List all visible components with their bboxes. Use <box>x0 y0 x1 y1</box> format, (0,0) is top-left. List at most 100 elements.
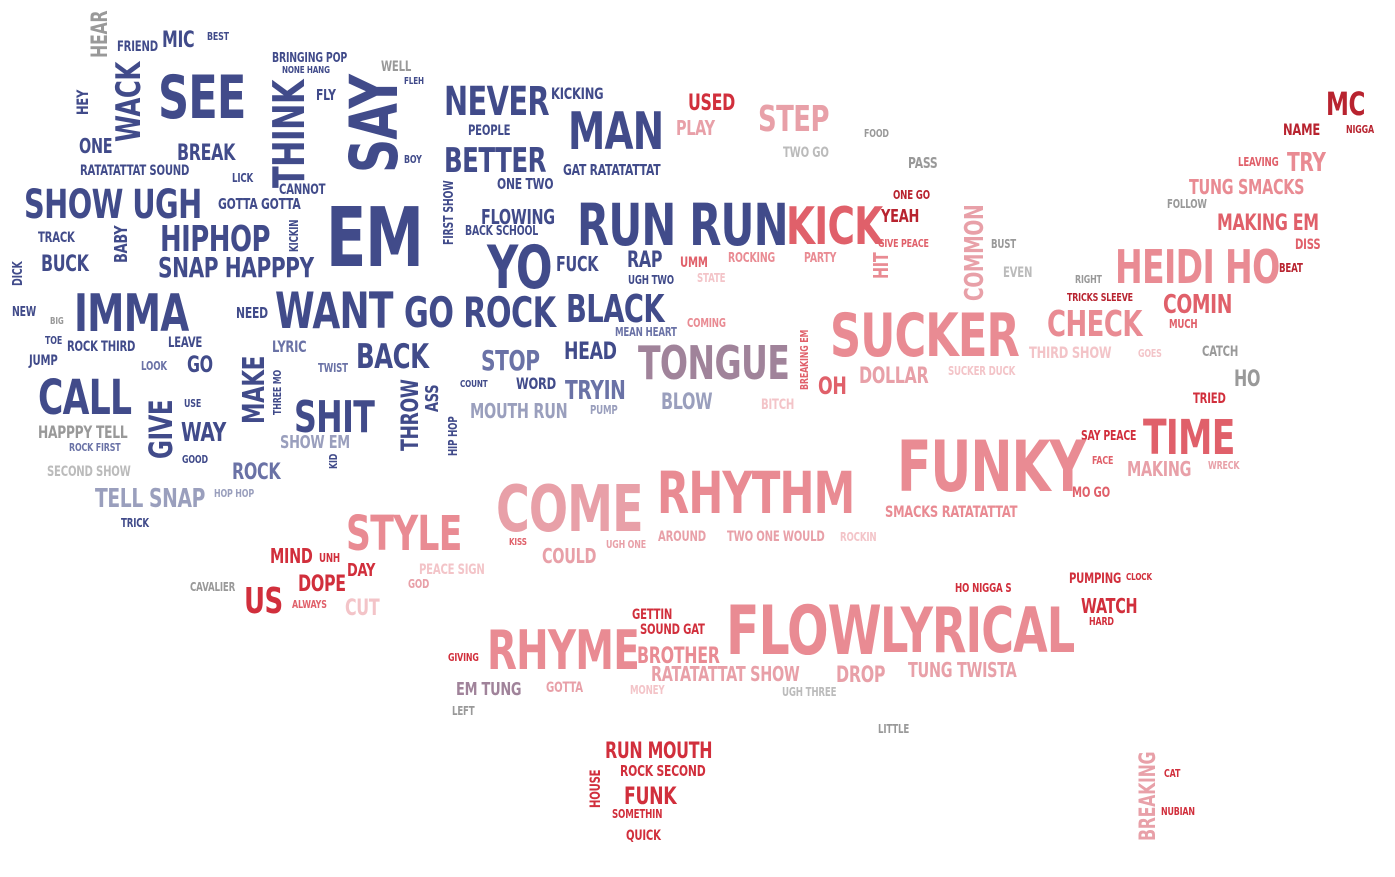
word: RATATATTAT SOUND <box>80 163 190 179</box>
word: THREE MO <box>271 370 284 416</box>
word: WELL <box>381 59 412 75</box>
word: HIP HOP <box>446 416 460 456</box>
word: SMACKS RATATATTAT <box>885 502 1018 521</box>
word: HEAD <box>564 337 617 365</box>
word: QUICK <box>626 828 661 844</box>
word: DOLLAR <box>859 364 929 389</box>
word: FLY <box>316 86 336 104</box>
word: FUCK <box>556 252 599 276</box>
word: MAKING <box>1127 457 1192 481</box>
word: UGH THREE <box>782 685 837 699</box>
word: GOD <box>408 577 430 591</box>
word: MAKE <box>237 355 272 424</box>
word: GOES <box>1138 347 1162 360</box>
word: SOMETHIN <box>612 807 663 821</box>
word: HEAR <box>88 10 113 58</box>
word: FOLLOW <box>1167 197 1207 211</box>
word: KISS <box>509 537 527 548</box>
word: PLAY <box>676 116 715 140</box>
word: YEAH <box>881 206 920 227</box>
word: UGH ONE <box>606 538 646 551</box>
word: EM <box>326 191 424 286</box>
word: RUN RUN <box>577 191 789 259</box>
word: ROCK <box>232 460 281 485</box>
word: ONE <box>79 134 113 158</box>
word: MC <box>1326 85 1365 123</box>
word: ROCK SECOND <box>620 762 706 780</box>
word: NAME <box>1283 120 1320 139</box>
word: STATE <box>697 271 726 285</box>
word: FOOD <box>864 127 889 140</box>
word: COMING <box>687 316 726 330</box>
word: BLACK <box>566 287 665 331</box>
word: CAT <box>1164 767 1181 780</box>
word: BRINGING POP <box>272 51 348 66</box>
word: TONGUE <box>638 336 790 390</box>
word: BREAK <box>177 141 236 166</box>
word: BACK <box>356 337 429 377</box>
word: COME <box>496 473 644 547</box>
word: TWO GO <box>783 145 829 161</box>
word: HEIDI HO <box>1115 240 1280 294</box>
word: LEAVING <box>1238 155 1279 169</box>
word: THIRD SHOW <box>1029 343 1112 362</box>
word: USED <box>688 91 735 116</box>
word: TOE <box>45 334 63 347</box>
word: CLOCK <box>1126 572 1152 583</box>
word: CANNOT <box>279 182 326 198</box>
word: STYLE <box>346 506 462 562</box>
word: RATATATTAT SHOW <box>651 662 800 686</box>
word: BUCK <box>41 252 89 277</box>
word: ASS <box>422 385 443 413</box>
word: RIGHT <box>1075 273 1102 286</box>
word: MAN <box>568 102 664 162</box>
word: KICK <box>786 197 883 257</box>
word: WAY <box>181 418 226 448</box>
word: NUBIAN <box>1161 805 1195 818</box>
word: GETTIN <box>632 607 673 623</box>
word: SAY <box>336 74 413 173</box>
word: ALWAYS <box>292 598 327 611</box>
word: BEST <box>207 30 229 43</box>
word: DOPE <box>298 572 346 597</box>
word: COULD <box>542 544 597 568</box>
word: MEAN HEART <box>615 325 677 339</box>
word: DISS <box>1295 237 1321 253</box>
word: TRICK <box>121 516 149 530</box>
word: TRY <box>1287 148 1326 178</box>
word: ONE GO <box>893 188 930 202</box>
word: TUNG SMACKS <box>1189 175 1305 199</box>
word: FLOWING <box>481 205 555 229</box>
word: STOP <box>481 344 540 377</box>
word: KICKIN <box>287 220 301 253</box>
word: THROW <box>396 379 424 452</box>
word: DAY <box>347 560 376 581</box>
word: BOY <box>404 153 422 166</box>
word: GOTTA <box>546 680 583 696</box>
word: FLOW <box>726 592 882 671</box>
word: WRECK <box>1208 459 1240 472</box>
word: CATCH <box>1202 344 1239 360</box>
word: IMMA <box>74 284 189 344</box>
word: SUCKER DUCK <box>948 364 1016 378</box>
word: RHYME <box>487 619 640 682</box>
word: GIVING <box>448 651 479 664</box>
word: TIME <box>1143 410 1235 466</box>
word: FUNK <box>624 782 677 810</box>
word: YO <box>487 233 553 303</box>
word: CALL <box>38 370 132 426</box>
word: THINK <box>264 80 315 188</box>
word: ROCKING <box>728 251 775 266</box>
word: LYRICAL <box>880 594 1075 667</box>
word: JUMP <box>29 353 58 369</box>
word: MONEY <box>630 683 665 697</box>
word: TWO ONE WOULD <box>727 529 825 545</box>
word: HOP HOP <box>214 487 254 500</box>
word: NEW <box>12 305 36 320</box>
word: PUMPING <box>1069 571 1122 587</box>
word: TRACK <box>38 230 75 246</box>
word: NEVER <box>444 79 550 125</box>
word: GO <box>187 353 213 378</box>
word: HARD <box>1089 615 1114 628</box>
word: WANT <box>275 282 393 340</box>
